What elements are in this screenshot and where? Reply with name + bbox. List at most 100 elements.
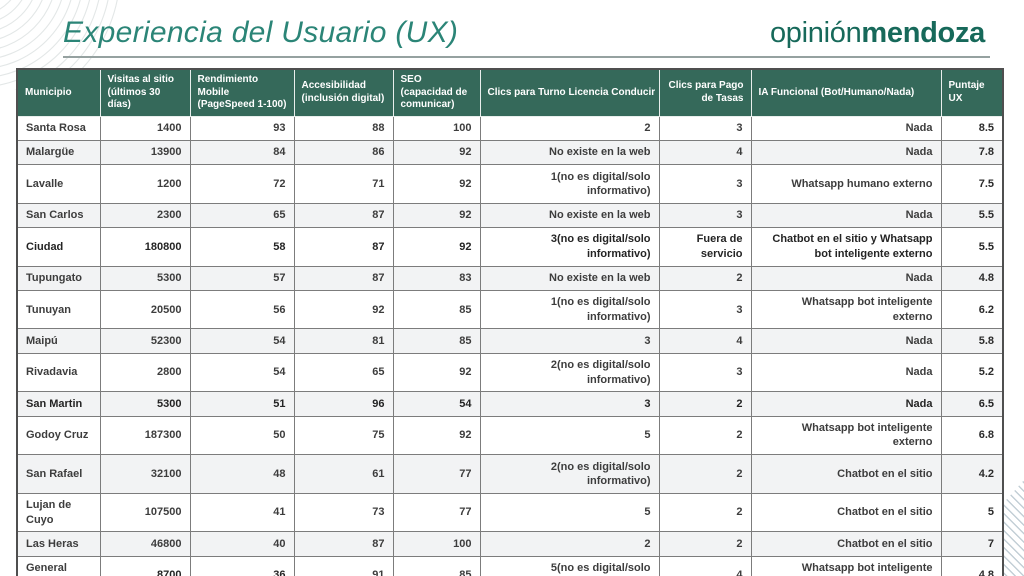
cell-puntaje_ux: 5 xyxy=(940,492,1004,533)
table-row: Lujan de Cuyo 107500 41 73 77 5 2 Chatbot en el… xyxy=(16,492,1004,533)
cell-clics_turno: 5 xyxy=(479,415,660,456)
brand-logo: opiniónmendoza xyxy=(770,17,985,50)
cell-visitas: 8700 xyxy=(99,555,191,576)
cell-clics_pago: 4 xyxy=(658,555,752,576)
table-row: Godoy Cruz 187300 50 75 92 5 2 Whatsapp bot int… xyxy=(16,415,1004,456)
cell-municipio: Rivadavia xyxy=(16,352,101,393)
cell-clics_turno: No existe en la web xyxy=(479,265,660,291)
cell-seo: 85 xyxy=(392,328,481,354)
cell-rendimiento_mobile: 93 xyxy=(189,115,295,141)
cell-clics_turno: 5(no es digital/solo informativo) xyxy=(479,555,660,576)
cell-puntaje_ux: 5.5 xyxy=(940,226,1004,267)
cell-visitas: 187300 xyxy=(99,415,191,456)
cell-ia_funcional: Nada xyxy=(750,352,942,393)
cell-seo: 54 xyxy=(392,391,481,417)
table-row: Tunuyan 20500 56 92 85 1(no es digital/solo i… xyxy=(16,289,1004,330)
column-header-visitas: Visitas al sitio (últimos 30 días) xyxy=(99,68,191,117)
page-title: Experiencia del Usuario (UX) xyxy=(63,16,459,49)
table-row: Rivadavia 2800 54 65 92 2(no es digital/solo … xyxy=(16,352,1004,393)
table-row: San Carlos 2300 65 87 92 No existe en la web 3… xyxy=(16,202,1004,228)
column-header-municipio: Municipio xyxy=(16,68,101,117)
cell-ia_funcional: Chatbot en el sitio xyxy=(750,492,942,533)
cell-visitas: 1200 xyxy=(99,164,191,204)
brand-logo-bold: mendoza xyxy=(861,17,985,49)
cell-visitas: 2800 xyxy=(99,352,191,393)
cell-clics_pago: 3 xyxy=(658,115,752,141)
cell-visitas: 13900 xyxy=(99,139,191,166)
cell-visitas: 46800 xyxy=(99,531,191,557)
cell-rendimiento_mobile: 57 xyxy=(189,265,295,291)
cell-rendimiento_mobile: 51 xyxy=(189,391,295,417)
cell-puntaje_ux: 8.5 xyxy=(940,115,1004,141)
cell-visitas: 5300 xyxy=(99,391,191,417)
table-row: Santa Rosa 1400 93 88 100 2 3 Nada 8.5 xyxy=(16,115,1004,141)
cell-ia_funcional: Nada xyxy=(750,265,942,291)
cell-seo: 85 xyxy=(392,555,481,576)
cell-visitas: 32100 xyxy=(99,454,191,494)
cell-ia_funcional: Whatsapp bot inteligente externo xyxy=(750,289,942,330)
cell-visitas: 107500 xyxy=(99,492,191,533)
cell-accesibilidad: 91 xyxy=(293,555,394,576)
cell-ia_funcional: Whatsapp humano externo xyxy=(750,164,942,204)
cell-accesibilidad: 73 xyxy=(293,492,394,533)
table-row: General Alvear87003691855(no es digital/… xyxy=(16,555,1004,576)
cell-seo: 77 xyxy=(392,492,481,533)
column-header-clics_pago: Clics para Pago de Tasas xyxy=(658,68,752,117)
cell-puntaje_ux: 5.2 xyxy=(940,352,1004,393)
cell-puntaje_ux: 5.5 xyxy=(940,202,1004,228)
column-header-clics_turno: Clics para Turno Licencia Conducir xyxy=(479,68,660,117)
cell-puntaje_ux: 7.5 xyxy=(940,164,1004,204)
cell-clics_turno: 3 xyxy=(479,328,660,354)
header-divider xyxy=(63,56,990,58)
cell-clics_pago: 3 xyxy=(658,164,752,204)
cell-puntaje_ux: 6.5 xyxy=(940,391,1004,417)
ux-table: Municipio Visitas al sitio (últimos 30 dí… xyxy=(16,68,1004,576)
cell-municipio: Las Heras xyxy=(16,531,101,557)
cell-clics_pago: 3 xyxy=(658,352,752,393)
cell-clics_turno: 3 xyxy=(479,391,660,417)
cell-municipio: Malargüe xyxy=(16,139,101,166)
cell-rendimiento_mobile: 54 xyxy=(189,328,295,354)
cell-seo: 100 xyxy=(392,115,481,141)
cell-municipio: General Alvear xyxy=(16,555,101,576)
cell-ia_funcional: Whatsapp bot inteligente externo xyxy=(750,555,942,576)
cell-ia_funcional: Nada xyxy=(750,115,942,141)
cell-seo: 92 xyxy=(392,226,481,267)
cell-visitas: 2300 xyxy=(99,202,191,228)
cell-ia_funcional: Nada xyxy=(750,328,942,354)
table-row: San Martin 5300 51 96 54 3 2 Nada 6.5 xyxy=(16,391,1004,417)
cell-visitas: 5300 xyxy=(99,265,191,291)
table-row: Ciudad 180800 58 87 92 3(no es digital/solo i… xyxy=(16,226,1004,267)
cell-ia_funcional: Nada xyxy=(750,139,942,166)
cell-clics_pago: 4 xyxy=(658,328,752,354)
cell-clics_turno: 3(no es digital/solo informativo) xyxy=(479,226,660,267)
cell-seo: 83 xyxy=(392,265,481,291)
cell-clics_turno: 5 xyxy=(479,492,660,533)
cell-clics_turno: 2(no es digital/solo informativo) xyxy=(479,454,660,494)
cell-rendimiento_mobile: 56 xyxy=(189,289,295,330)
cell-rendimiento_mobile: 84 xyxy=(189,139,295,166)
cell-seo: 92 xyxy=(392,352,481,393)
cell-municipio: Godoy Cruz xyxy=(16,415,101,456)
cell-rendimiento_mobile: 48 xyxy=(189,454,295,494)
cell-accesibilidad: 96 xyxy=(293,391,394,417)
cell-clics_pago: 2 xyxy=(658,531,752,557)
cell-clics_pago: 2 xyxy=(658,415,752,456)
cell-clics_pago: 2 xyxy=(658,391,752,417)
cell-rendimiento_mobile: 41 xyxy=(189,492,295,533)
cell-accesibilidad: 81 xyxy=(293,328,394,354)
cell-accesibilidad: 87 xyxy=(293,202,394,228)
cell-visitas: 180800 xyxy=(99,226,191,267)
cell-clics_pago: 2 xyxy=(658,265,752,291)
cell-ia_funcional: Chatbot en el sitio xyxy=(750,531,942,557)
cell-municipio: Santa Rosa xyxy=(16,115,101,141)
table-row: Tupungato 5300 57 87 83 No existe en la web 2 N… xyxy=(16,265,1004,291)
cell-ia_funcional: Nada xyxy=(750,391,942,417)
cell-seo: 92 xyxy=(392,415,481,456)
cell-puntaje_ux: 4.2 xyxy=(940,454,1004,494)
cell-seo: 77 xyxy=(392,454,481,494)
cell-seo: 92 xyxy=(392,139,481,166)
cell-clics_turno: 2 xyxy=(479,115,660,141)
cell-rendimiento_mobile: 50 xyxy=(189,415,295,456)
